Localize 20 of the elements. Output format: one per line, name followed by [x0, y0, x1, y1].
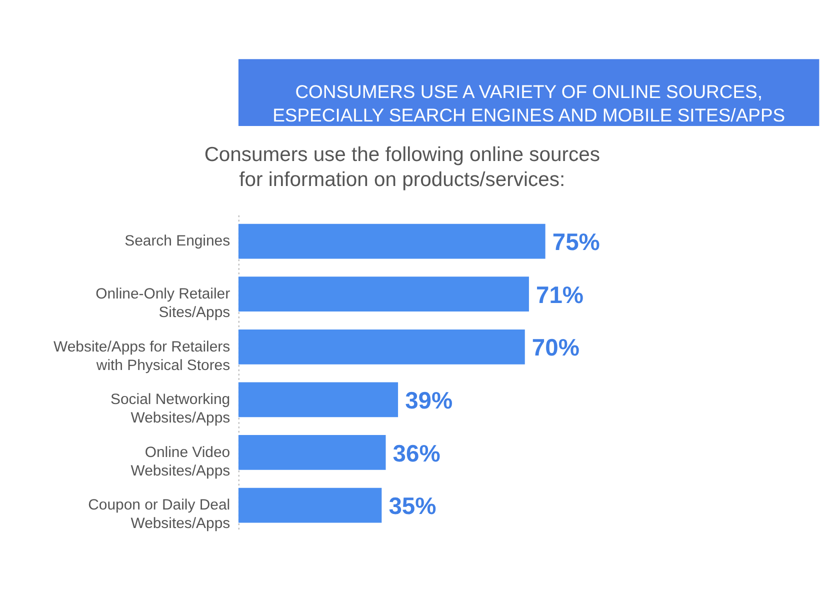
chart-subtitle: Consumers use the following online sources for information on products/services: — [204, 144, 600, 191]
data-label: 36% — [392, 440, 440, 468]
data-label: 70% — [532, 334, 580, 362]
bar — [238, 276, 529, 312]
y-tick-label: Search Engines — [124, 232, 230, 250]
y-tick-label: Online-Only Retailer Sites/Apps — [96, 286, 230, 321]
bar — [238, 488, 382, 523]
y-tick-label: Website/Apps for Retailers with Physical Stores — [54, 338, 230, 374]
chart-title: CONSUMERS USE A VARIETY OF ONLINE SOURCES, ESPECIALLY SEARCH ENGINES AND MOBILE SITES/APPS — [272, 80, 786, 126]
y-tick-label: Online Video Websites/Apps — [130, 444, 230, 480]
data-label: 39% — [405, 387, 453, 414]
bar — [238, 382, 398, 418]
data-label: 71% — [536, 282, 584, 309]
bar — [238, 435, 386, 470]
bar — [238, 329, 525, 364]
data-label: 35% — [388, 493, 436, 520]
data-label: 75% — [552, 229, 600, 256]
y-tick-label: Social Networking Websites/Apps — [110, 391, 230, 427]
bar — [238, 224, 546, 259]
y-tick-label: Coupon or Daily Deal Websites/Apps — [88, 496, 230, 532]
